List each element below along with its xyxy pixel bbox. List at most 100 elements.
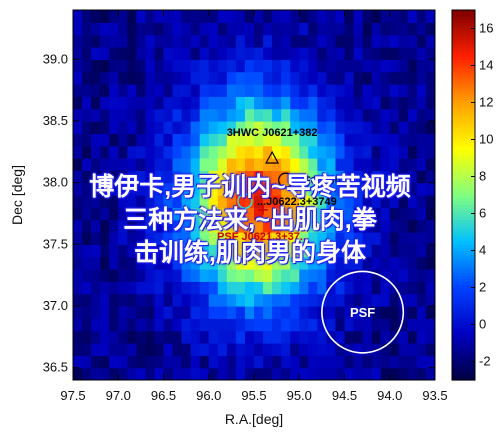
heatmap-cell xyxy=(299,269,309,282)
heatmap-cell xyxy=(136,133,146,147)
heatmap-cell xyxy=(335,96,346,110)
heatmap-cell xyxy=(244,10,255,23)
heatmap-cell xyxy=(389,293,400,307)
heatmap-cell xyxy=(317,182,327,196)
heatmap-cell xyxy=(100,269,110,282)
heatmap-cell xyxy=(389,170,400,184)
heatmap-cell xyxy=(136,145,146,159)
heatmap-cell xyxy=(226,195,237,208)
heatmap-cell xyxy=(226,232,237,245)
heatmap-cell xyxy=(154,96,165,110)
heatmap-cell xyxy=(317,195,327,208)
heatmap-cell xyxy=(154,71,165,85)
heatmap-cell xyxy=(254,108,264,122)
heatmap-cell xyxy=(226,108,237,122)
heatmap-cell xyxy=(326,96,337,110)
heatmap-cell xyxy=(118,121,128,134)
heatmap-cell xyxy=(190,158,201,171)
heatmap-cell xyxy=(326,293,337,307)
heatmap-cell xyxy=(281,145,291,159)
heatmap-cell xyxy=(100,108,110,122)
heatmap-cell xyxy=(353,232,364,245)
heatmap-cell xyxy=(344,293,355,307)
heatmap-cell xyxy=(82,10,92,23)
heatmap-cell xyxy=(244,71,255,85)
heatmap-cell xyxy=(371,330,382,344)
heatmap-cell xyxy=(317,34,327,48)
heatmap-cell xyxy=(118,195,128,208)
heatmap-cell xyxy=(181,22,192,36)
heatmap-cell xyxy=(118,158,128,171)
heatmap-cell xyxy=(163,84,174,97)
heatmap-cell xyxy=(73,182,83,196)
heatmap-cell xyxy=(82,22,92,36)
x-tick-label: 97.0 xyxy=(106,388,131,403)
heatmap-cell xyxy=(362,195,373,208)
heatmap-cell xyxy=(199,195,210,208)
colorbar-swatch xyxy=(452,321,475,326)
heatmap-cell xyxy=(208,306,219,319)
heatmap-cell xyxy=(163,367,174,380)
heatmap-cell xyxy=(118,281,128,295)
colorbar-swatch xyxy=(452,306,475,310)
heatmap-cell xyxy=(317,281,327,295)
heatmap-cell xyxy=(136,34,146,48)
heatmap-cell xyxy=(435,318,445,331)
heatmap-cell xyxy=(362,121,373,134)
colorbar-swatch xyxy=(452,34,475,39)
heatmap-cell xyxy=(82,269,92,282)
heatmap-cell xyxy=(425,10,435,11)
heatmap-cell xyxy=(425,71,435,85)
heatmap-cell xyxy=(181,195,192,208)
heatmap-cell xyxy=(226,306,237,319)
heatmap-cell xyxy=(235,219,246,233)
heatmap-cell xyxy=(244,232,255,245)
heatmap-cell xyxy=(172,34,183,48)
heatmap-cell xyxy=(136,232,146,245)
heatmap-cell xyxy=(163,133,174,147)
heatmap-cell xyxy=(244,34,255,48)
heatmap-cell xyxy=(317,367,327,380)
heatmap-cell xyxy=(136,158,146,171)
heatmap-cell xyxy=(244,133,255,147)
heatmap-cell xyxy=(389,232,400,245)
colorbar-tick-label: 10 xyxy=(479,132,493,147)
heatmap-cell xyxy=(73,34,83,48)
heatmap-cell xyxy=(317,232,327,245)
heatmap-cell xyxy=(263,343,273,356)
heatmap-cell xyxy=(290,207,300,221)
heatmap-cell xyxy=(100,343,110,356)
heatmap-cell xyxy=(208,59,219,73)
heatmap-cell xyxy=(163,232,174,245)
heatmap-cell xyxy=(163,355,174,369)
heatmap-cell xyxy=(145,367,156,380)
heatmap-cell xyxy=(416,10,427,11)
heatmap-cell xyxy=(272,182,282,196)
y-axis-ticks: 36.5 37.0 37.5 38.0 38.5 39.0 xyxy=(43,51,435,375)
heatmap-cell xyxy=(181,269,192,282)
heatmap-cell xyxy=(398,367,409,380)
heatmap-cell xyxy=(73,318,83,332)
heatmap-cell xyxy=(217,158,228,171)
heatmap-cell xyxy=(317,318,327,332)
heatmap-cell xyxy=(118,96,128,110)
heatmap-cell xyxy=(281,330,291,344)
heatmap-cell xyxy=(217,10,228,11)
heatmap-cell xyxy=(73,133,83,147)
heatmap-cell xyxy=(100,306,110,319)
heatmap-cell xyxy=(163,34,174,48)
heatmap-cell xyxy=(389,269,400,282)
colorbar xyxy=(451,9,476,381)
heatmap-cell xyxy=(235,195,246,208)
heatmap-cell xyxy=(435,35,445,48)
heatmap-cell xyxy=(199,108,210,122)
heatmap-cell xyxy=(389,355,400,369)
heatmap-cell xyxy=(235,121,246,134)
heatmap-cell xyxy=(272,195,282,208)
heatmap-cell xyxy=(290,330,300,344)
heatmap-cell xyxy=(290,133,300,147)
heatmap-cell xyxy=(317,108,327,122)
colorbar-swatch xyxy=(452,309,475,313)
heatmap-cell xyxy=(199,293,210,307)
heatmap-cell xyxy=(299,256,309,270)
